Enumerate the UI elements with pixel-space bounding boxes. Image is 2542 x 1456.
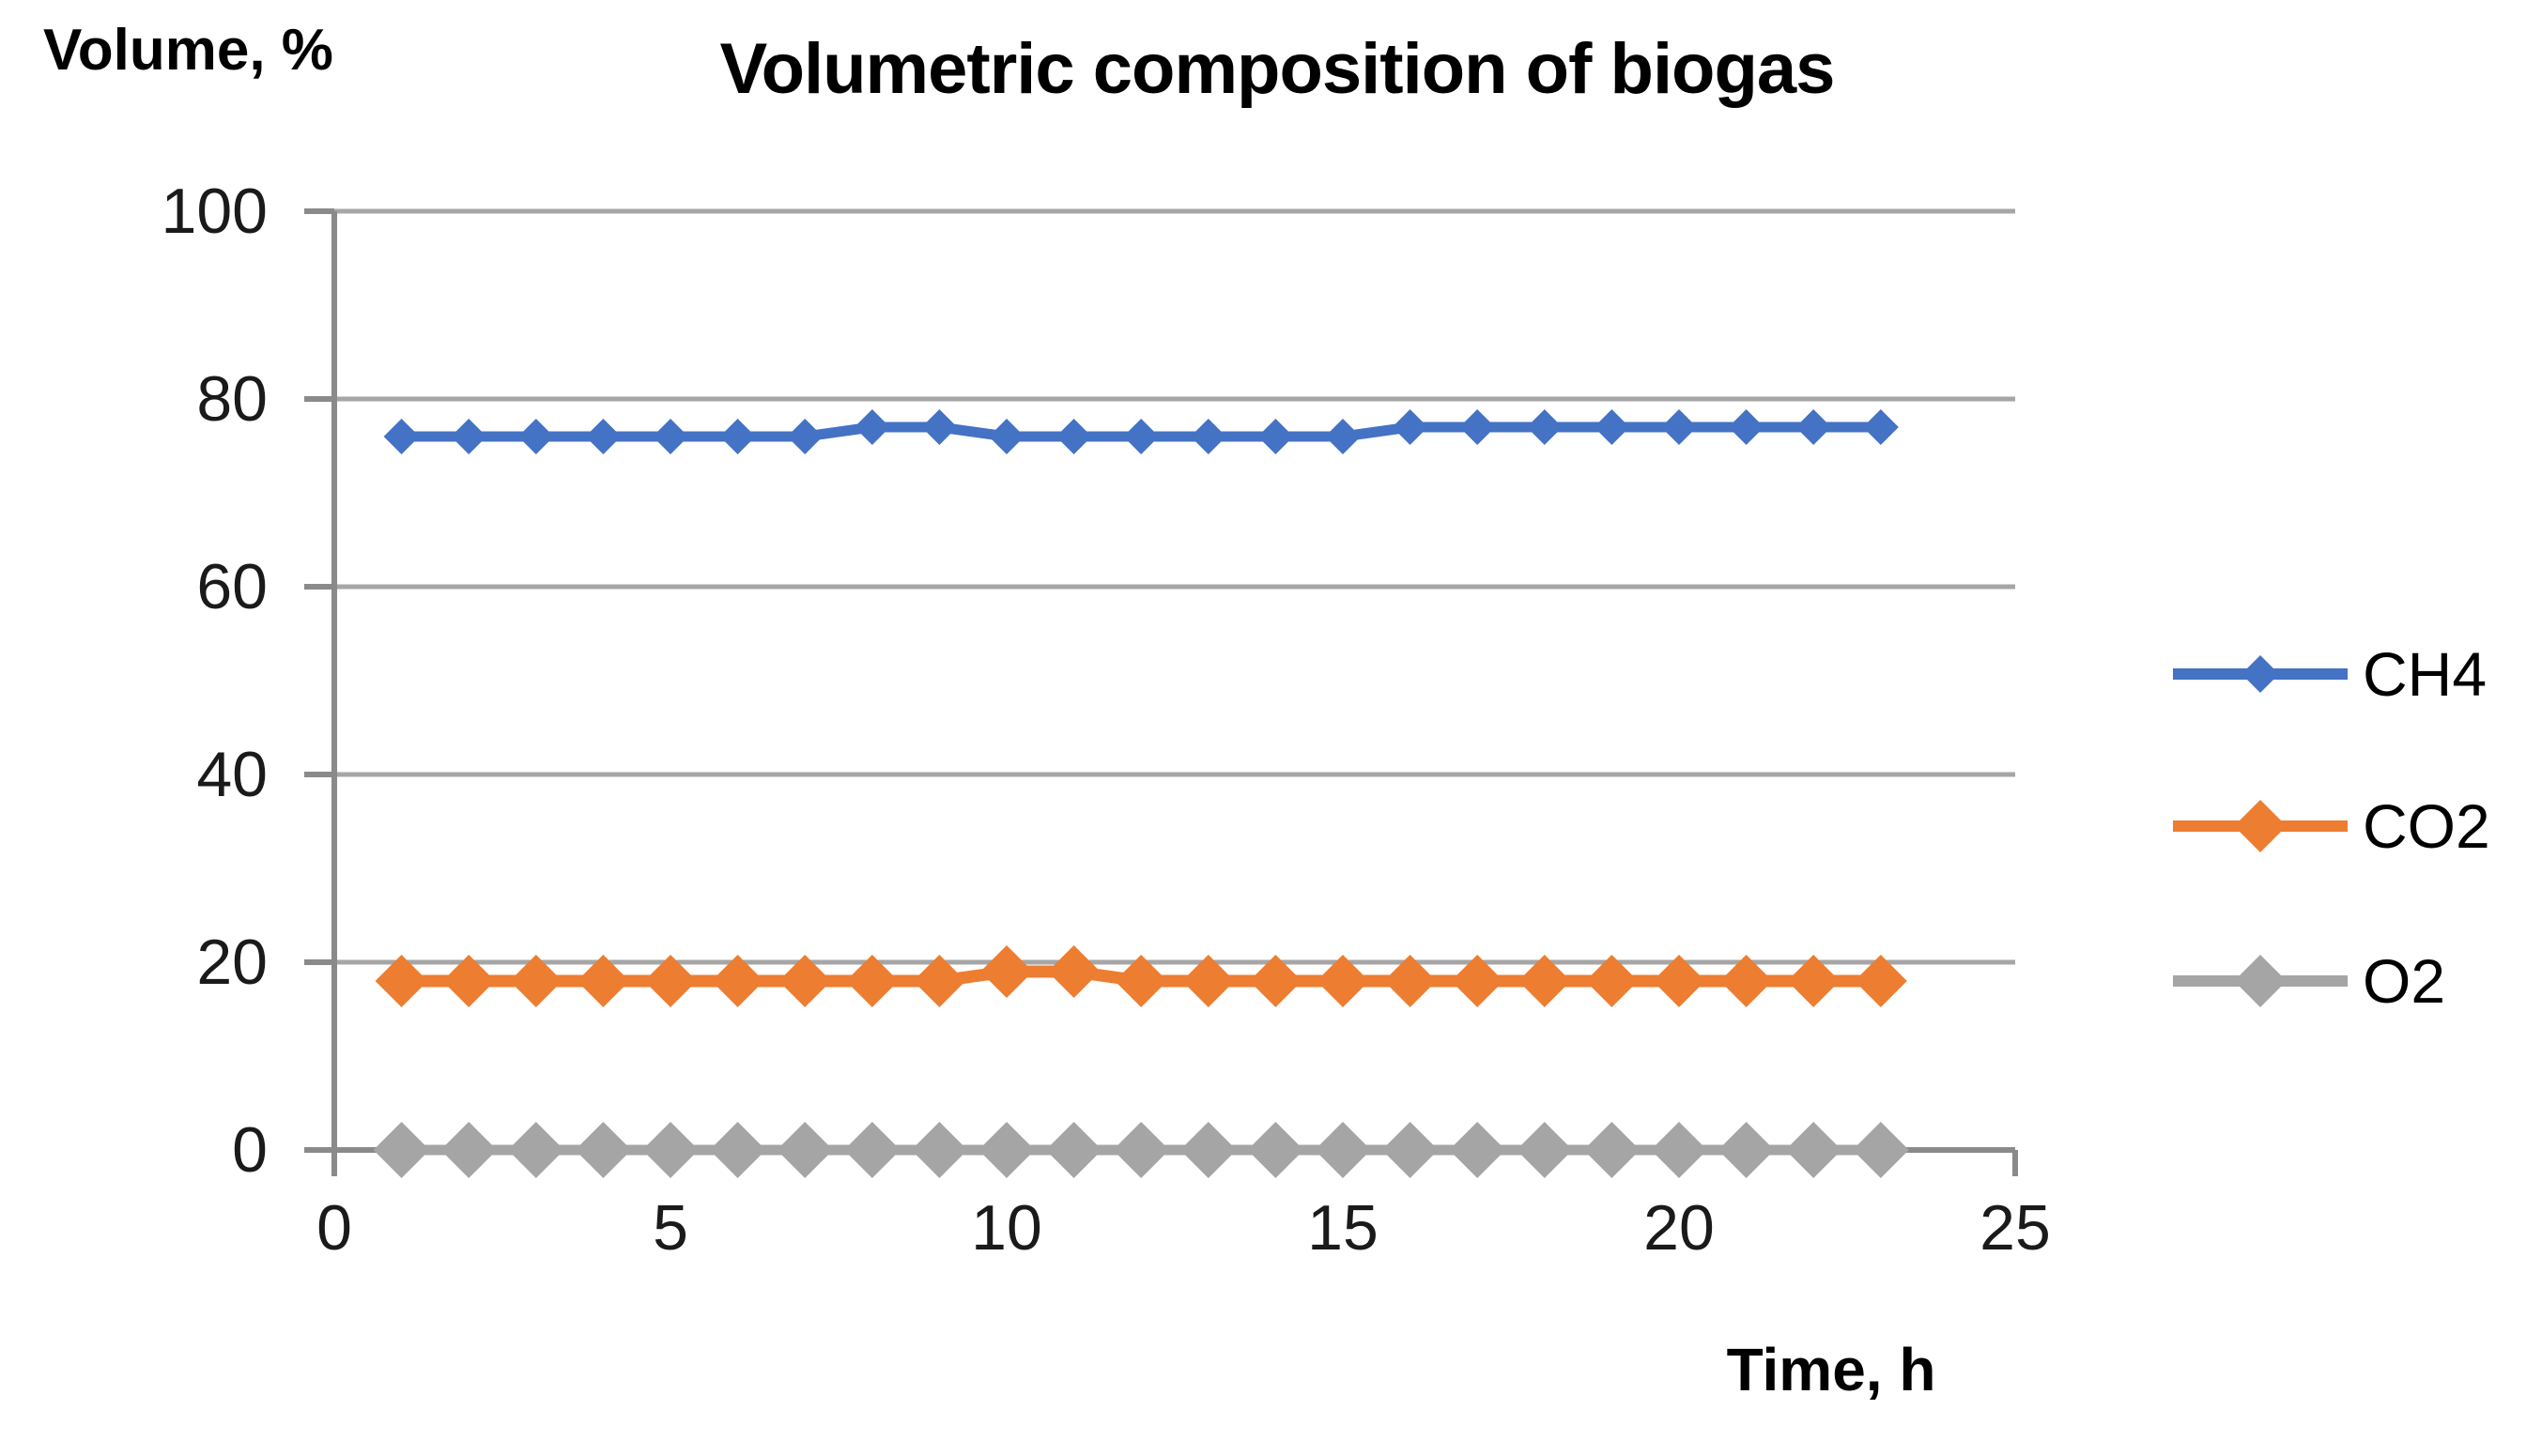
marker-CO2: [778, 955, 832, 1007]
legend-swatch-CH4: [2173, 655, 2348, 693]
marker-CO2: [980, 945, 1033, 998]
x-tick-label: 15: [1307, 1192, 1379, 1264]
marker-CO2: [711, 955, 764, 1007]
marker-CO2: [1115, 955, 1168, 1007]
marker-CH4: [383, 419, 420, 454]
marker-O2: [1651, 1122, 1707, 1178]
y-tick-label: 100: [161, 176, 268, 247]
marker-CH4: [1190, 419, 1226, 454]
marker-CH4: [854, 409, 890, 445]
marker-CH4: [1055, 419, 1092, 454]
x-tick-label: 25: [1980, 1192, 2051, 1264]
marker-O2: [575, 1122, 632, 1178]
marker-O2: [1583, 1122, 1641, 1178]
marker-CH4: [1862, 409, 1899, 445]
marker-CH4: [719, 419, 756, 454]
marker-CO2: [577, 955, 630, 1007]
marker-CO2: [1317, 955, 1369, 1007]
legend-swatch-CO2: [2173, 800, 2348, 852]
marker-CO2: [1854, 955, 1907, 1007]
marker-CO2: [1719, 955, 1773, 1007]
marker-CO2: [509, 955, 562, 1007]
marker-CH4: [1392, 409, 1428, 445]
marker-CO2: [442, 955, 496, 1007]
y-axis-title: Volume, %: [43, 18, 333, 83]
marker-CH4: [585, 419, 622, 454]
marker-CO2: [1181, 955, 1235, 1007]
marker-CH4: [517, 419, 554, 454]
marker-O2: [373, 1122, 430, 1178]
marker-CO2: [845, 955, 899, 1007]
legend-marker: [2234, 955, 2287, 1007]
marker-CO2: [1585, 955, 1639, 1007]
marker-CO2: [913, 955, 966, 1007]
marker-CO2: [1383, 955, 1437, 1007]
marker-CH4: [1123, 419, 1160, 454]
marker-CO2: [375, 955, 428, 1007]
legend-label-CH4: CH4: [2363, 639, 2488, 709]
marker-CH4: [1526, 409, 1563, 445]
x-axis-title: Time, h: [1726, 1336, 1936, 1403]
marker-CH4: [1661, 409, 1697, 445]
y-tick-label: 0: [232, 1114, 268, 1186]
marker-CO2: [1249, 955, 1302, 1007]
y-tick-label: 60: [196, 551, 268, 622]
marker-O2: [1315, 1122, 1371, 1178]
marker-O2: [1449, 1122, 1506, 1178]
marker-O2: [1516, 1122, 1573, 1178]
marker-CO2: [1451, 955, 1504, 1007]
marker-O2: [1113, 1122, 1170, 1178]
y-tick-label: 80: [196, 363, 268, 435]
marker-O2: [1852, 1122, 1909, 1178]
marker-O2: [440, 1122, 498, 1178]
legend-swatch-O2: [2173, 955, 2348, 1007]
marker-CO2: [1047, 945, 1101, 998]
marker-O2: [978, 1122, 1035, 1178]
marker-O2: [777, 1122, 834, 1178]
x-tick-label: 10: [971, 1192, 1042, 1264]
marker-CH4: [1594, 409, 1630, 445]
marker-CO2: [1653, 955, 1705, 1007]
marker-O2: [1179, 1122, 1237, 1178]
x-tick-label: 20: [1643, 1192, 1715, 1264]
marker-O2: [507, 1122, 564, 1178]
legend-item-O2: O2: [2171, 942, 2445, 1020]
marker-O2: [1381, 1122, 1439, 1178]
marker-CH4: [787, 419, 824, 454]
marker-O2: [1718, 1122, 1775, 1178]
marker-CH4: [1728, 409, 1764, 445]
marker-O2: [1247, 1122, 1304, 1178]
marker-O2: [709, 1122, 766, 1178]
legend-item-CO2: CO2: [2171, 787, 2490, 866]
marker-CH4: [1459, 409, 1496, 445]
marker-CH4: [989, 419, 1025, 454]
marker-O2: [911, 1122, 968, 1178]
marker-CO2: [1787, 955, 1841, 1007]
legend-label-O2: O2: [2363, 946, 2446, 1016]
marker-CH4: [451, 419, 487, 454]
marker-O2: [1785, 1122, 1842, 1178]
marker-CO2: [1517, 955, 1571, 1007]
y-tick-label: 40: [196, 739, 268, 810]
y-tick-label: 20: [196, 927, 268, 998]
marker-CH4: [1325, 419, 1361, 454]
x-tick-label: 5: [653, 1192, 688, 1264]
marker-O2: [642, 1122, 699, 1178]
legend-marker: [2242, 655, 2279, 693]
marker-O2: [1045, 1122, 1102, 1178]
legend-item-CH4: CH4: [2171, 635, 2487, 713]
marker-CH4: [921, 409, 958, 445]
marker-O2: [843, 1122, 901, 1178]
marker-CO2: [644, 955, 697, 1007]
x-tick-label: 0: [316, 1192, 352, 1264]
legend-label-CO2: CO2: [2363, 791, 2490, 861]
chart-title: Volumetric composition of biogas: [719, 29, 1836, 109]
marker-CH4: [653, 419, 688, 454]
marker-CH4: [1257, 419, 1294, 454]
marker-CH4: [1795, 409, 1832, 445]
legend-marker: [2234, 800, 2287, 852]
